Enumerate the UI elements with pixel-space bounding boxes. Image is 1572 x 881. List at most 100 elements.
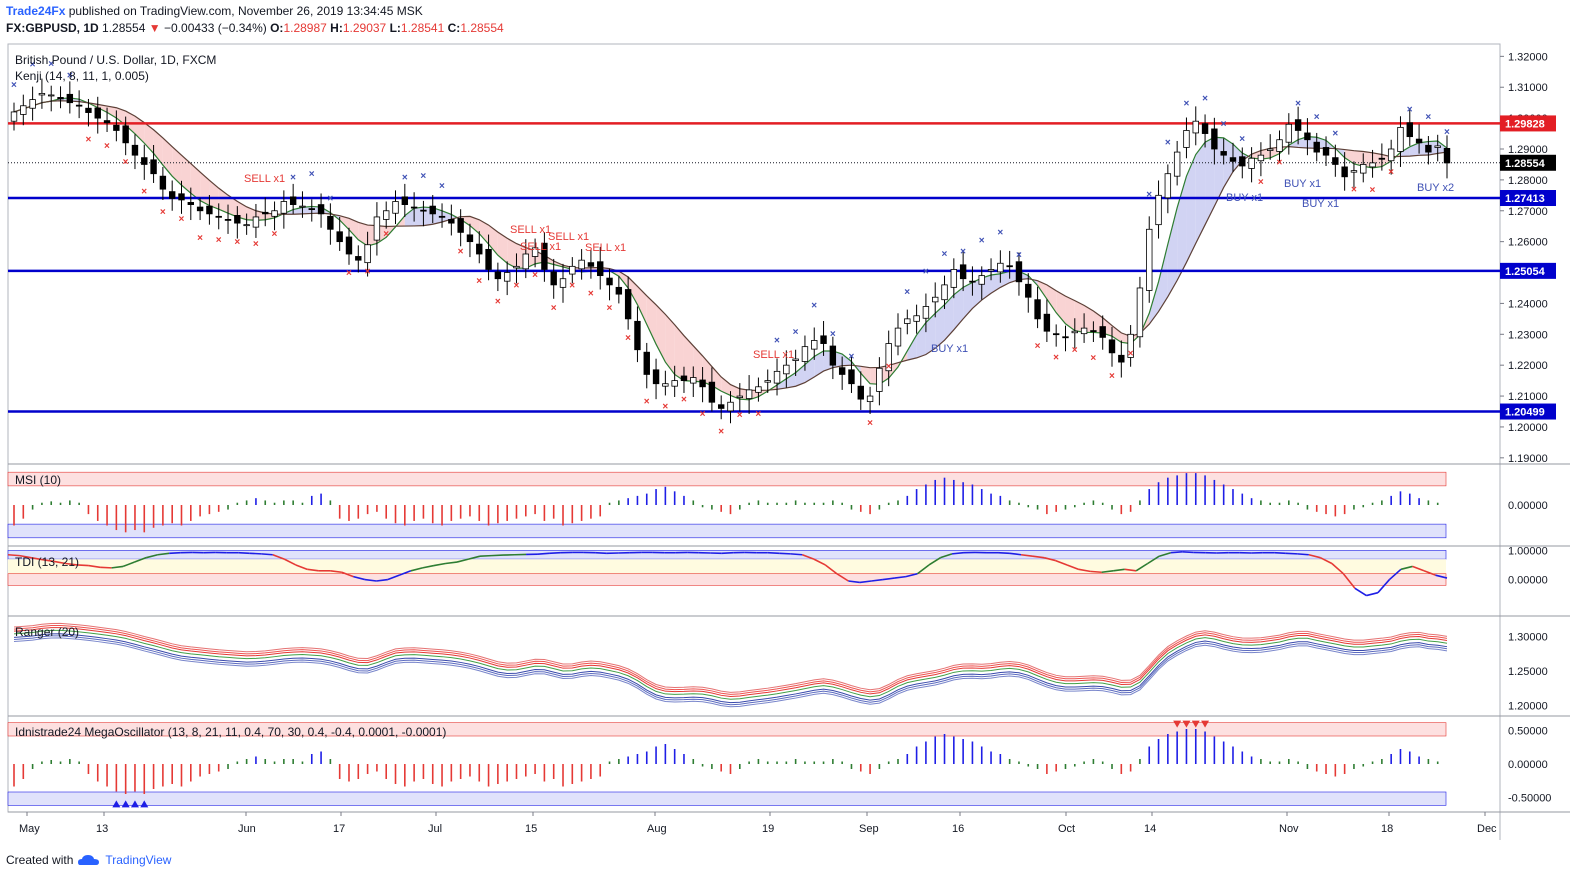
kenji-cloud-segment [1167, 207, 1178, 297]
candle-body [1350, 170, 1358, 173]
kenji-cloud-segment [721, 376, 731, 396]
kenji-cloud-segment [1149, 281, 1159, 325]
candle-body [1248, 157, 1255, 169]
kenji-cloud-segment [479, 219, 489, 245]
candle-body [1341, 166, 1348, 178]
candle-body [1229, 157, 1237, 162]
tdi-line-segment [1412, 565, 1425, 572]
close-value: 1.28554 [460, 21, 504, 35]
buy-cross-icon: × [793, 327, 799, 338]
buy-cross-icon: × [830, 329, 836, 340]
tdi-line-segment [1147, 555, 1160, 565]
osc-axis-label: 0.50000 [1508, 726, 1548, 738]
candle-body [234, 214, 241, 224]
candle-body [1239, 156, 1246, 167]
published-text: published on TradingView.com, November 2… [68, 4, 423, 18]
buy-signal-label: BUY x1 [1226, 192, 1263, 204]
candle-body [289, 196, 297, 205]
tdi-line-segment [30, 556, 43, 561]
kenji-cloud-segment [162, 137, 173, 177]
price-tick-label: 1.28000 [1508, 175, 1548, 187]
tdi-line-segment [905, 572, 918, 578]
kenji-cloud-segment [860, 366, 871, 384]
kenji-cloud-segment [404, 208, 415, 227]
level-label-bg [1500, 115, 1556, 132]
candle-body [178, 193, 185, 201]
candle-body [355, 256, 362, 261]
time-tick-label: Dec [1477, 823, 1497, 835]
sell-cross-icon: × [495, 297, 501, 308]
high-value: 1.29037 [342, 21, 387, 35]
tdi-line-segment [595, 551, 607, 555]
kenji-cloud-segment [348, 218, 359, 240]
kenji-cloud-segment [339, 215, 349, 230]
chart-title: British Pound / U.S. Dollar, 1D, FXCM [15, 53, 216, 67]
buy-cross-icon: × [942, 249, 948, 260]
kenji-cloud-segment [842, 354, 852, 366]
level-label: 1.27413 [1505, 193, 1545, 205]
price-tick-label: 1.31000 [1508, 82, 1548, 94]
kenji-cloud-segment [618, 271, 629, 288]
candle-body [48, 94, 55, 97]
tdi-line-segment [997, 551, 1010, 555]
kenji-cloud-segment [953, 287, 964, 330]
low-value: 1.28541 [400, 21, 445, 35]
tdi-line-segment [721, 551, 734, 555]
kenji-cloud-segment [1205, 137, 1215, 225]
buy-cross-icon: × [420, 171, 426, 182]
candle-body [75, 104, 83, 107]
kenji-cloud-segment [628, 277, 638, 305]
symbol-label: FX:GBPUSD, 1D [6, 21, 99, 35]
tdi-line-segment [871, 578, 884, 582]
candle-body [196, 206, 204, 212]
sell-cross-icon: × [123, 157, 129, 168]
osc-buy-triangle-icon [130, 800, 139, 808]
kenji-cloud-segment [358, 222, 368, 246]
sell-cross-icon: × [1072, 345, 1078, 356]
candle-body [1183, 130, 1190, 148]
candle-body [1164, 173, 1172, 199]
tdi-line-segment [1331, 562, 1344, 575]
candle-body [410, 206, 418, 209]
kenji-cloud-segment [646, 295, 657, 345]
tradingview-cloud-icon [78, 855, 100, 865]
candle-body [476, 243, 483, 255]
buy-signal-label: BUY x1 [1284, 178, 1321, 190]
sell-cross-icon: × [160, 207, 166, 218]
msi-overbought-zone [7, 471, 1447, 487]
sell-cross-icon: × [644, 396, 650, 407]
kenji-cloud-segment [935, 304, 945, 349]
candle-body [811, 340, 818, 350]
tradingview-link[interactable]: TradingView [105, 853, 172, 867]
buy-cross-icon: × [1239, 134, 1245, 145]
candle-body [1127, 333, 1134, 358]
sell-cross-icon: × [104, 141, 110, 152]
tdi-line-segment [100, 566, 112, 569]
candle-body [1406, 122, 1413, 138]
candle-body [997, 262, 1004, 273]
tdi-line-segment [790, 553, 803, 556]
candle-body [606, 277, 613, 286]
tdi-line-segment [1158, 551, 1171, 557]
candle-body [727, 401, 734, 412]
msi-oversold-zone [7, 523, 1447, 539]
candle-body [904, 318, 911, 324]
sell-cross-icon: × [1109, 371, 1115, 382]
candle-body [85, 107, 92, 113]
candle-body [466, 234, 474, 243]
sell-cross-icon: × [700, 409, 706, 420]
buy-cross-icon: × [1165, 138, 1171, 149]
buy-cross-icon: × [327, 193, 333, 204]
candle-body [299, 205, 306, 208]
candle-body [987, 269, 995, 272]
candle-body [1387, 148, 1395, 162]
candle-body [643, 351, 650, 375]
candle-body [187, 202, 194, 205]
kenji-cloud-segment [963, 282, 973, 319]
tdi-line-segment [1032, 555, 1045, 559]
sell-cross-icon: × [1351, 185, 1357, 196]
tdi-line-segment [1423, 570, 1436, 576]
osc-sell-triangle-icon [1173, 720, 1182, 728]
publisher-link[interactable]: Trade24Fx [6, 4, 66, 18]
